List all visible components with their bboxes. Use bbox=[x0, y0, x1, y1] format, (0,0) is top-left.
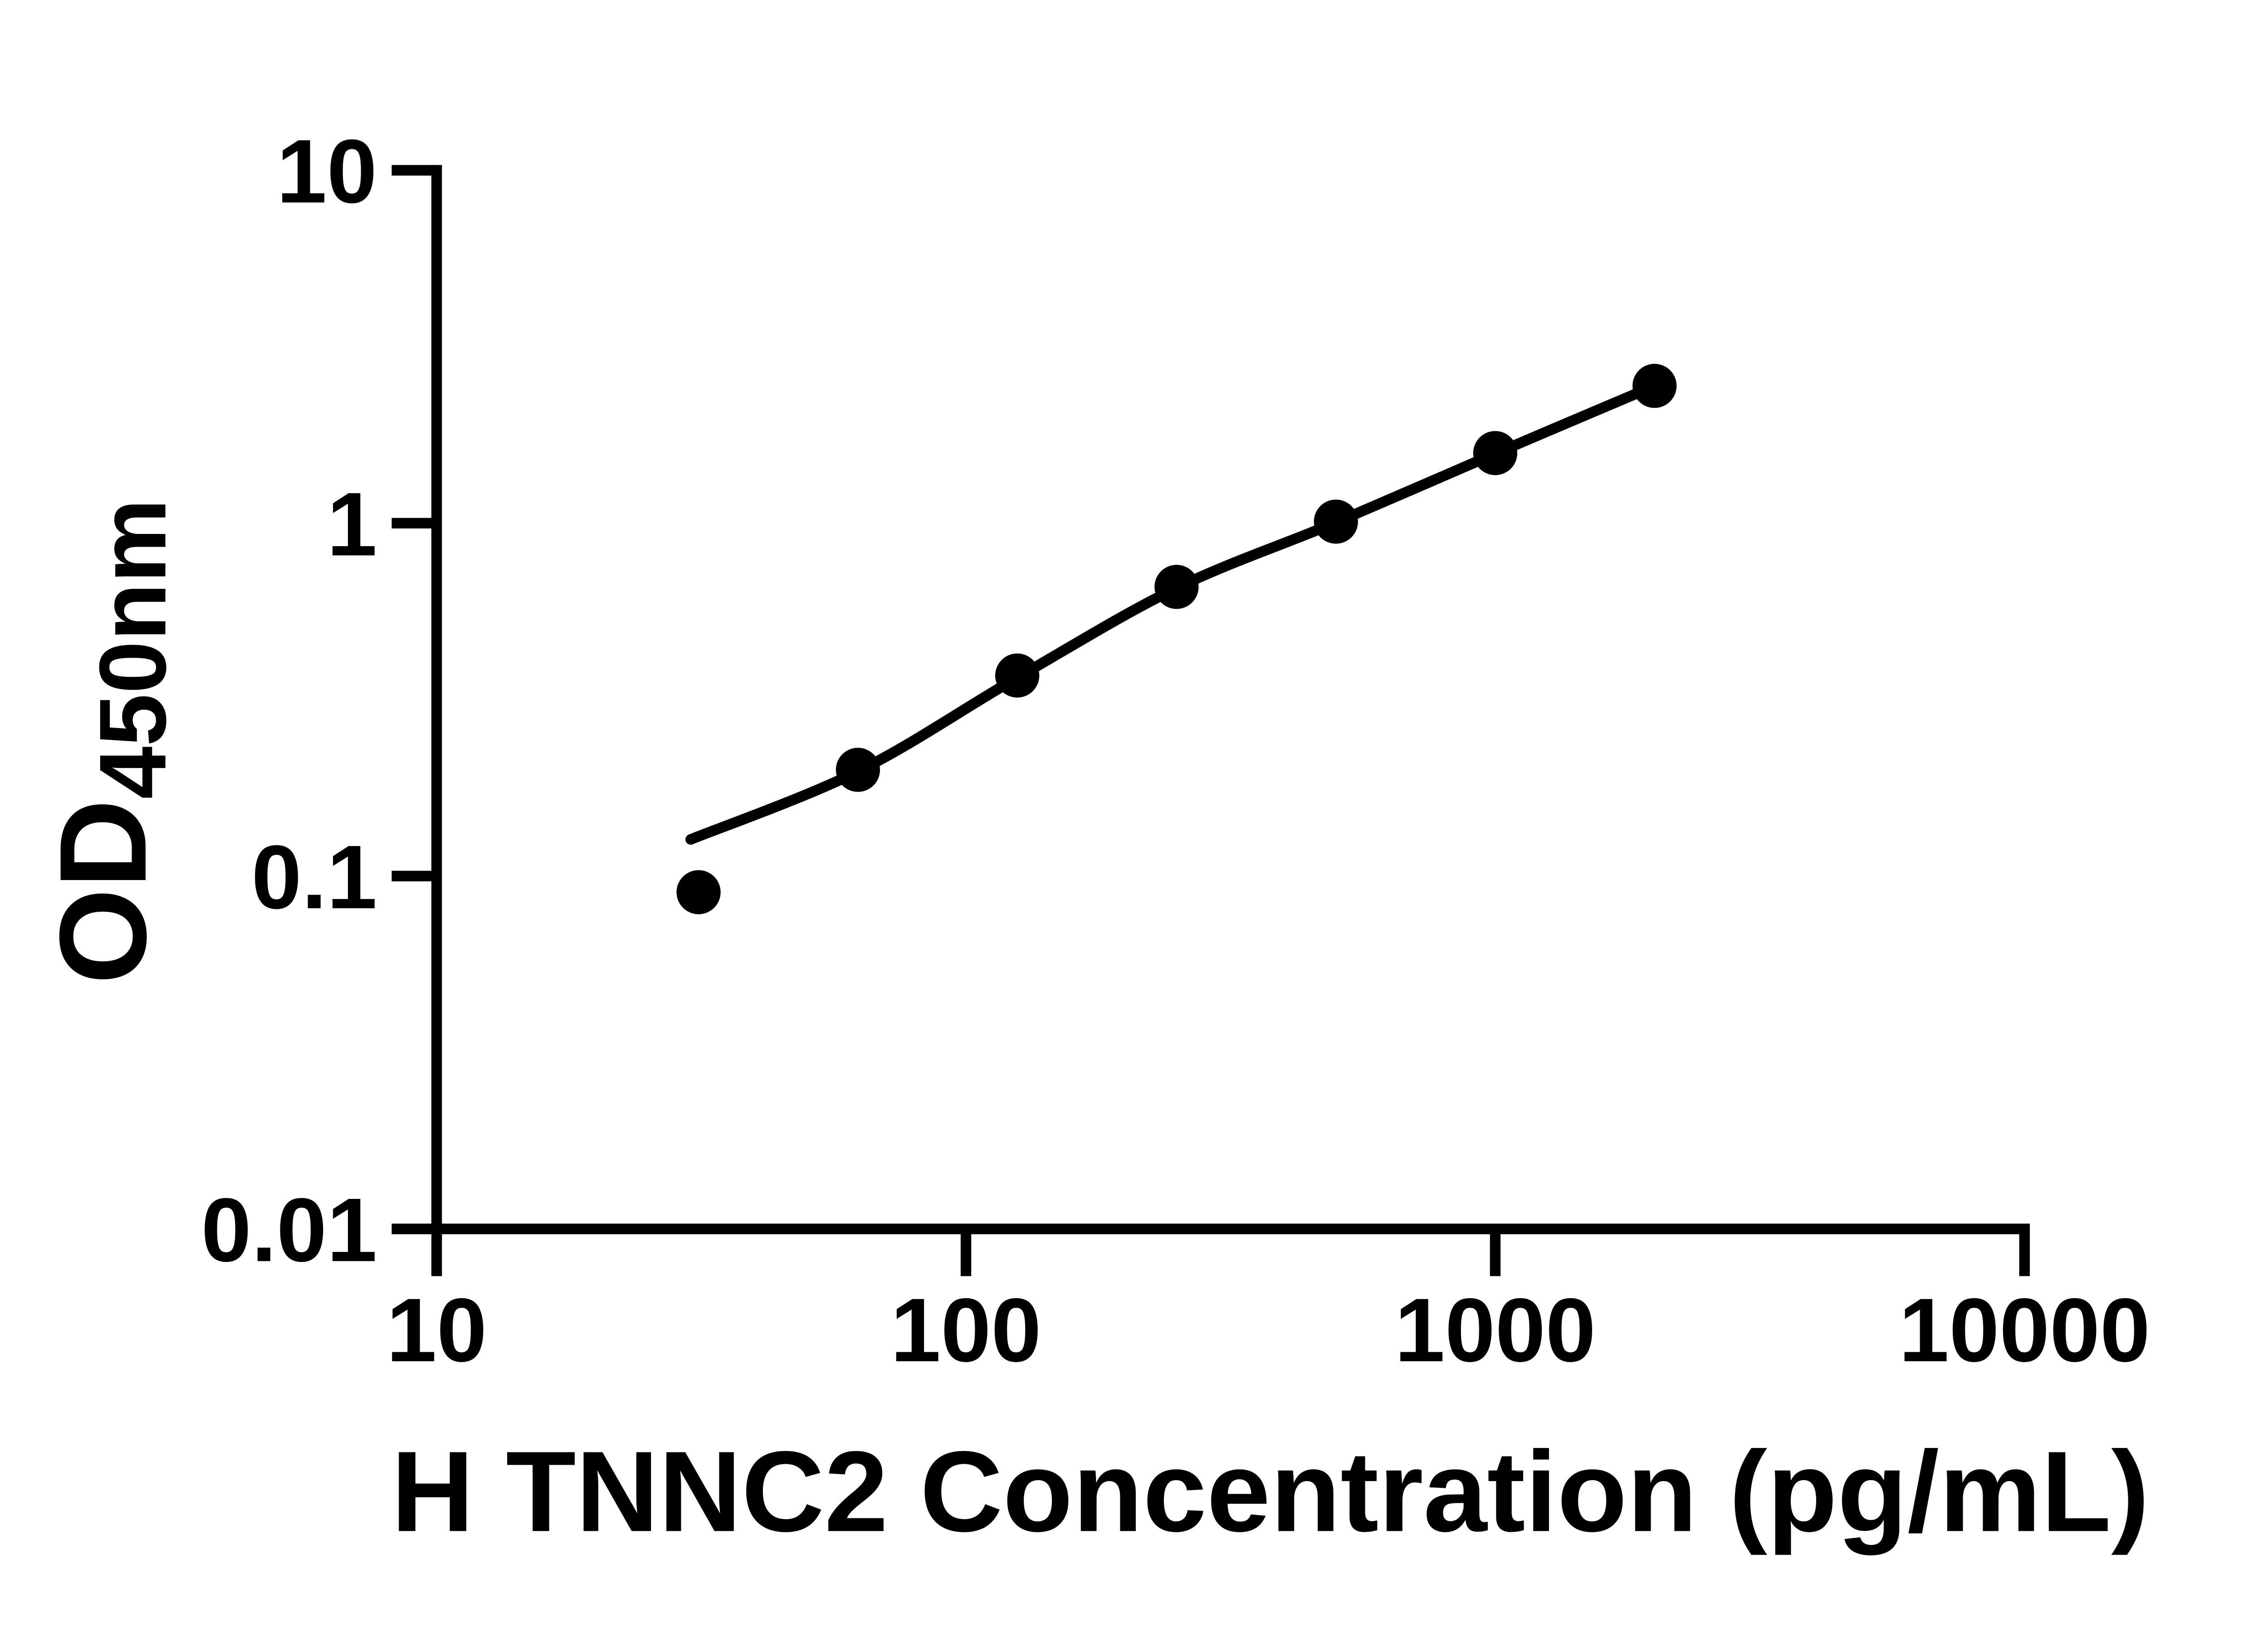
data-point-2000pgml bbox=[1632, 364, 1677, 408]
y-tick-label-1: 1 bbox=[327, 474, 377, 575]
y-axis-title-subscript: 450nm bbox=[80, 499, 186, 799]
y-tick-label-10: 10 bbox=[277, 121, 377, 222]
data-point-31.25pgml bbox=[676, 870, 721, 914]
data-point-1000pgml bbox=[1473, 431, 1518, 475]
x-tick-label-10: 10 bbox=[386, 1280, 487, 1381]
x-tick-label-10000: 10000 bbox=[1899, 1280, 2150, 1381]
x-tick-label-1000: 1000 bbox=[1395, 1280, 1596, 1381]
chart-background bbox=[0, 22, 2268, 1611]
y-tick-label-0.01: 0.01 bbox=[201, 1180, 377, 1281]
data-point-250pgml bbox=[1154, 565, 1199, 609]
data-points bbox=[676, 364, 1677, 914]
x-axis-tick-labels: 10 100 1000 10000 bbox=[386, 1280, 2151, 1381]
x-axis-title: H TNNC2 Concentration (pg/mL) bbox=[391, 1427, 2149, 1555]
y-axis-ticks bbox=[391, 165, 437, 1234]
data-point-500pgml bbox=[1314, 499, 1358, 544]
data-point-125pgml bbox=[995, 653, 1040, 698]
y-tick-label-0.1: 0.1 bbox=[251, 827, 377, 928]
x-tick-label-100: 100 bbox=[890, 1280, 1041, 1381]
y-axis-title-main: OD bbox=[34, 799, 172, 984]
data-point-62.5pgml bbox=[836, 748, 880, 792]
y-axis-title: OD450nm bbox=[34, 499, 186, 984]
x-axis-ticks bbox=[431, 1229, 2030, 1276]
y-axis-tick-labels: 10 1 0.1 0.01 bbox=[201, 121, 377, 1281]
